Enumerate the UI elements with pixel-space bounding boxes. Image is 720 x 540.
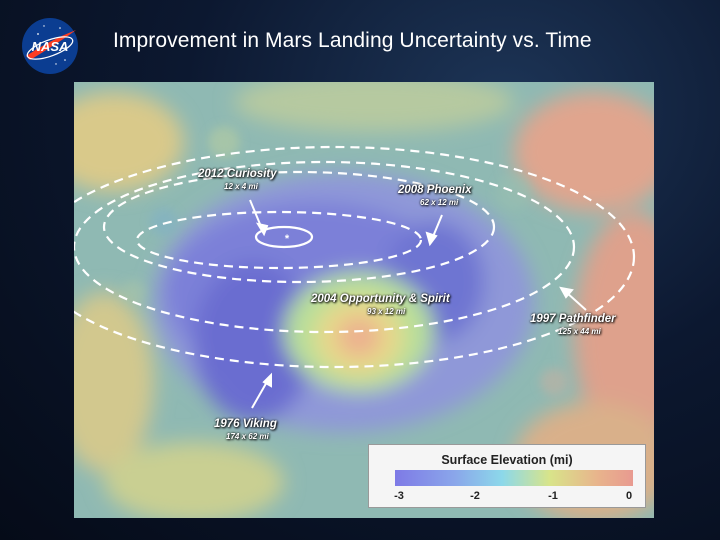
legend-tick: 0 [625, 490, 633, 502]
landing-name: 2008 Phoenix [398, 184, 472, 196]
landing-name: 1997 Pathfinder [530, 313, 616, 325]
landing-dims: 12 x 4 mi [224, 181, 258, 191]
opportunity-spirit-ellipse [102, 170, 496, 284]
elevation-legend: Surface Elevation (mi) -3 -2 -1 0 [368, 444, 646, 508]
landing-dims: 93 x 12 mi [367, 306, 406, 316]
landing-label-viking: 1976 Viking 174 x 62 mi [214, 418, 277, 441]
legend-color-bar [395, 470, 633, 486]
pathfinder-ellipse [74, 160, 576, 334]
landing-label-phoenix: 2008 Phoenix 62 x 12 mi [398, 184, 472, 207]
landing-label-opportunity-spirit: 2004 Opportunity & Spirit 93 x 12 mi [311, 293, 450, 316]
nasa-logo: NASA [22, 18, 78, 74]
landing-name: 2012 Curiosity [198, 168, 277, 180]
gale-crater-map: * 2012 Curiosity 12 x 4 mi 2008 Phoenix … [74, 82, 654, 518]
landing-dims: 62 x 12 mi [420, 197, 459, 207]
landing-name: 2004 Opportunity & Spirit [311, 293, 450, 305]
landing-label-curiosity: 2012 Curiosity 12 x 4 mi [198, 168, 277, 191]
landing-dims: 174 x 62 mi [226, 431, 269, 441]
legend-tick: -2 [470, 490, 480, 502]
landing-name: 1976 Viking [214, 418, 277, 430]
phoenix-ellipse [135, 210, 423, 270]
svg-text:*: * [285, 233, 290, 245]
curiosity-ellipse [254, 225, 314, 249]
legend-tick: -1 [548, 490, 558, 502]
slide-title: Improvement in Mars Landing Uncertainty … [113, 29, 592, 52]
viking-ellipse [74, 145, 636, 369]
landing-label-pathfinder: 1997 Pathfinder 125 x 44 mi [530, 313, 616, 336]
landing-dims: 125 x 44 mi [558, 326, 601, 336]
legend-tick: -3 [394, 490, 404, 502]
legend-title: Surface Elevation (mi) [441, 453, 573, 467]
svg-text:NASA: NASA [32, 39, 69, 54]
